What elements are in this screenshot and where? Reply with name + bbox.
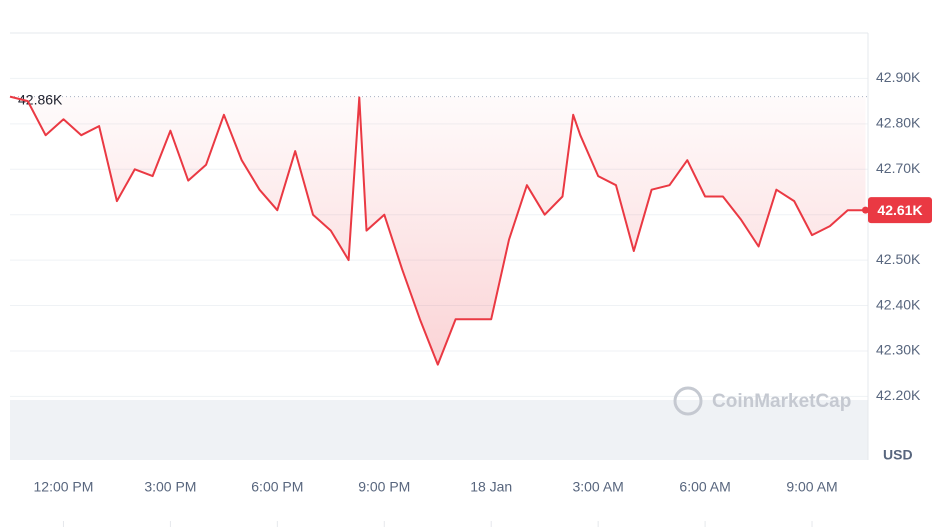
y-unit: USD: [883, 447, 913, 463]
x-tick-label: 6:00 AM: [679, 479, 730, 495]
x-tick-label: 9:00 AM: [786, 479, 837, 495]
y-tick-label: 42.70K: [876, 160, 921, 176]
watermark-logo: [673, 386, 703, 416]
y-tick-label: 42.30K: [876, 342, 921, 358]
x-tick-label: 9:00 PM: [358, 479, 410, 495]
watermark: CoinMarketCap: [673, 386, 851, 416]
price-line: [9, 95, 866, 366]
last-price-label: 42.61K: [877, 202, 922, 218]
x-tick-label: 6:00 PM: [251, 479, 303, 495]
x-tick-label: 3:00 PM: [144, 479, 196, 495]
area-fill: [10, 96, 866, 365]
volume-area: [10, 400, 868, 460]
x-tick-label: 18 Jan: [470, 479, 512, 495]
x-tick-label: 3:00 AM: [572, 479, 623, 495]
y-tick-label: 42.80K: [876, 115, 921, 131]
x-tick-label: 12:00 PM: [34, 479, 94, 495]
last-price-tag: [868, 197, 932, 224]
y-tick-label: 42.20K: [876, 387, 921, 403]
y-tick-label: 42.90K: [876, 69, 921, 85]
last-point: [862, 206, 870, 214]
watermark-text: CoinMarketCap: [712, 391, 851, 412]
y-tick-label: 42.40K: [876, 296, 921, 312]
y-tick-label: 42.50K: [876, 251, 921, 267]
